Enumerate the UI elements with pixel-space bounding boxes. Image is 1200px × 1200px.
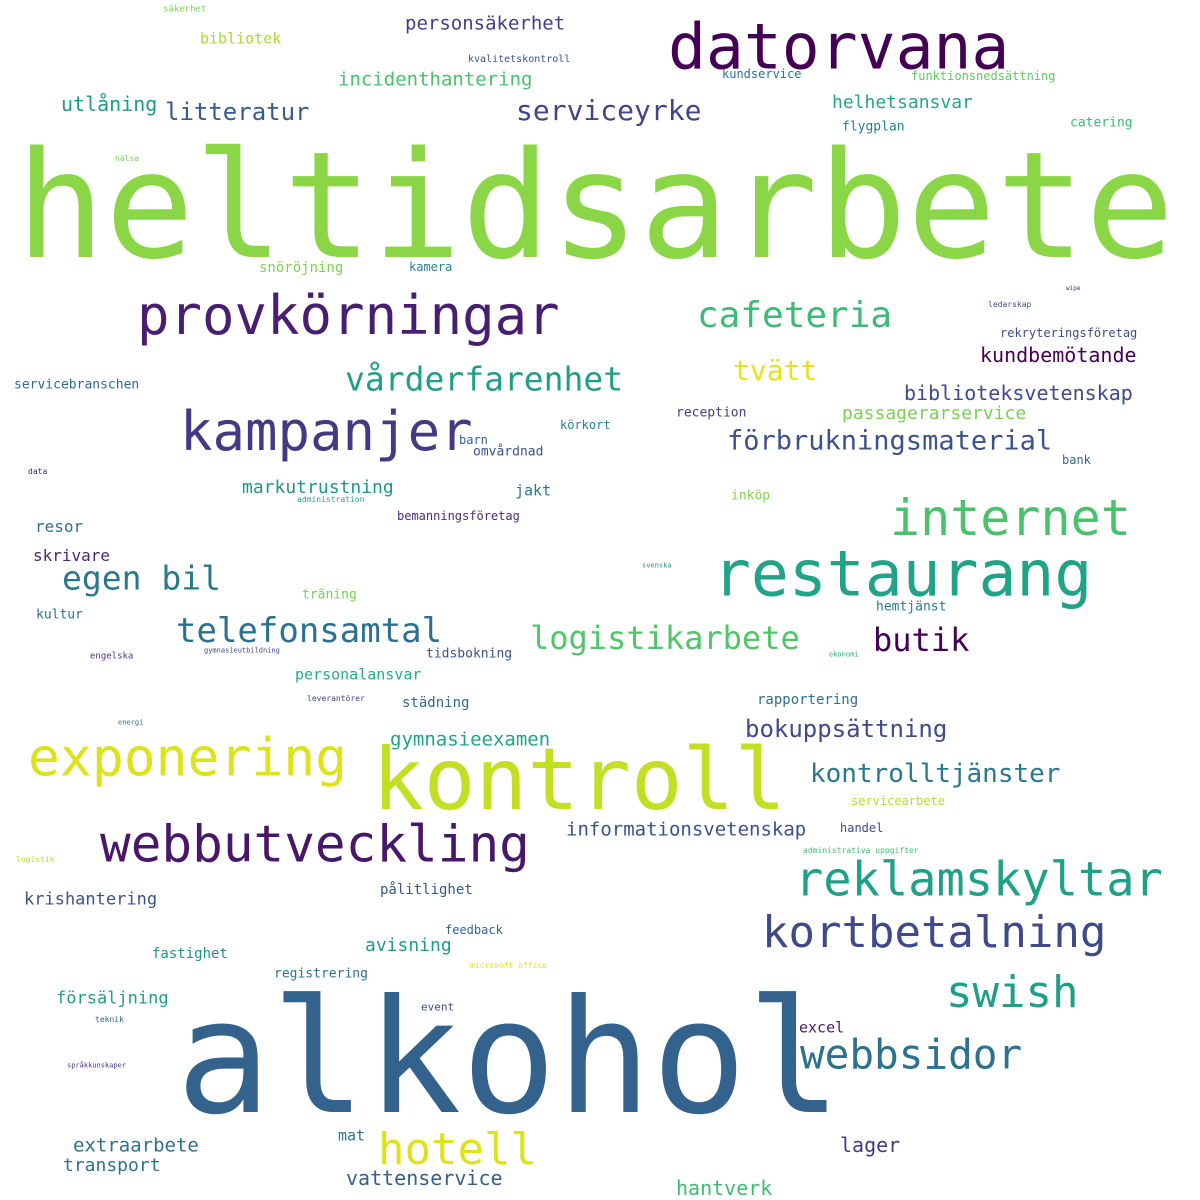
word: teknik [95, 1015, 124, 1024]
word: hotell [378, 1124, 537, 1175]
word: svenska [642, 561, 672, 570]
word: säkerhet [163, 4, 207, 15]
word: webbutveckling [100, 815, 530, 875]
word: hälsa [115, 154, 140, 163]
word: hantverk [676, 1176, 773, 1200]
word: webbsidor [800, 1030, 1023, 1079]
word: energi [118, 718, 144, 727]
word: gymnasieexamen [390, 728, 551, 751]
word: förbrukningsmaterial [727, 425, 1053, 457]
word: data [28, 467, 48, 476]
word: mat [338, 1126, 366, 1145]
word: kundbemötande [980, 343, 1137, 367]
word: logistikarbete [530, 619, 800, 657]
word: ekonomi [829, 650, 859, 659]
word: utlåning [61, 92, 158, 116]
word: flygplan [842, 119, 905, 135]
word: barn [459, 433, 488, 447]
word: vattenservice [346, 1166, 503, 1190]
word: transport [63, 1155, 161, 1176]
word: kultur [36, 607, 83, 623]
word: inköp [731, 488, 771, 504]
word: kontroll [372, 730, 787, 830]
word: helhetsansvar [832, 92, 973, 113]
word: heltidsarbete [16, 120, 1175, 292]
word: restaurang [713, 537, 1093, 611]
word: informationsvetenskap [566, 818, 807, 841]
word: registrering [274, 966, 368, 982]
word: bibliotek [200, 29, 282, 48]
word: alkohol [176, 966, 842, 1150]
word: fastighet [152, 946, 228, 962]
word: bemanningsföretag [397, 509, 520, 523]
word: egen bil [62, 558, 221, 598]
word: biblioteksvetenskap [904, 381, 1133, 405]
word: snöröjning [259, 260, 344, 276]
word: engelska [90, 651, 134, 662]
word: rekryteringsföretag [1000, 326, 1138, 340]
word: gymnasieutbildning [204, 646, 280, 655]
word: tidsbokning [426, 646, 513, 662]
word: reception [676, 405, 747, 421]
word: passagerarservice [842, 403, 1027, 424]
word: servicearbete [851, 794, 945, 808]
word: pålitlighet [380, 882, 473, 898]
word: reklamskyltar [795, 852, 1163, 908]
word: microsoft office [470, 961, 548, 970]
word: event [421, 1000, 455, 1014]
word: handel [840, 821, 884, 835]
word: träning [302, 587, 357, 603]
word: kvalitetskontroll [468, 54, 571, 65]
word: ledarskap [988, 300, 1032, 309]
word: bokuppsättning [745, 715, 948, 743]
word: excel [799, 1018, 845, 1037]
word: incidenthantering [338, 68, 533, 91]
word: logistik [16, 855, 55, 864]
word: kontrolltjänster [810, 759, 1061, 789]
word: kampanjer [180, 400, 473, 463]
word: personalansvar [295, 665, 422, 684]
word: telefonsamtal [176, 611, 443, 651]
word: körkort [560, 418, 611, 432]
word: avisning [365, 935, 452, 956]
word: personsäkerhet [405, 12, 566, 35]
word: resor [35, 517, 84, 536]
word: hemtjänst [876, 599, 947, 615]
word: språkkunskaper [67, 1061, 127, 1070]
word: administration [297, 495, 365, 504]
word: datorvana [668, 10, 1010, 84]
word: administrativa uppgifter [803, 846, 919, 855]
word: extraarbete [73, 1134, 199, 1157]
word: rapportering [757, 692, 859, 708]
word: feedback [445, 923, 503, 937]
word: exponering [28, 727, 348, 789]
word: skrivare [33, 546, 111, 565]
word: internet [890, 489, 1131, 547]
word: kortbetalning [762, 907, 1107, 958]
word: serviceyrke [516, 94, 702, 127]
word: jakt [515, 481, 552, 500]
word: provkörningar [137, 284, 560, 347]
word: cafeteria [697, 295, 893, 336]
word: leverantörer [307, 694, 365, 703]
word: markutrustning [242, 477, 394, 498]
word: tvätt [733, 354, 818, 387]
word: bank [1062, 453, 1091, 467]
word: funktionsnedsättning [911, 69, 1056, 83]
word: krishantering [24, 889, 158, 910]
word: städning [402, 695, 470, 711]
word: servicebranschen [14, 377, 140, 393]
word: lager [840, 1133, 901, 1157]
word: kundservice [722, 67, 802, 81]
word: wipe [1066, 285, 1081, 292]
word: butik [873, 621, 970, 659]
word: vårderfarenhet [345, 359, 624, 399]
word: försäljning [56, 988, 169, 1009]
word: swish [946, 967, 1079, 1018]
word: litteratur [165, 98, 310, 126]
word: catering [1070, 115, 1133, 131]
word: kamera [409, 260, 453, 274]
word: omvårdnad [473, 444, 544, 460]
